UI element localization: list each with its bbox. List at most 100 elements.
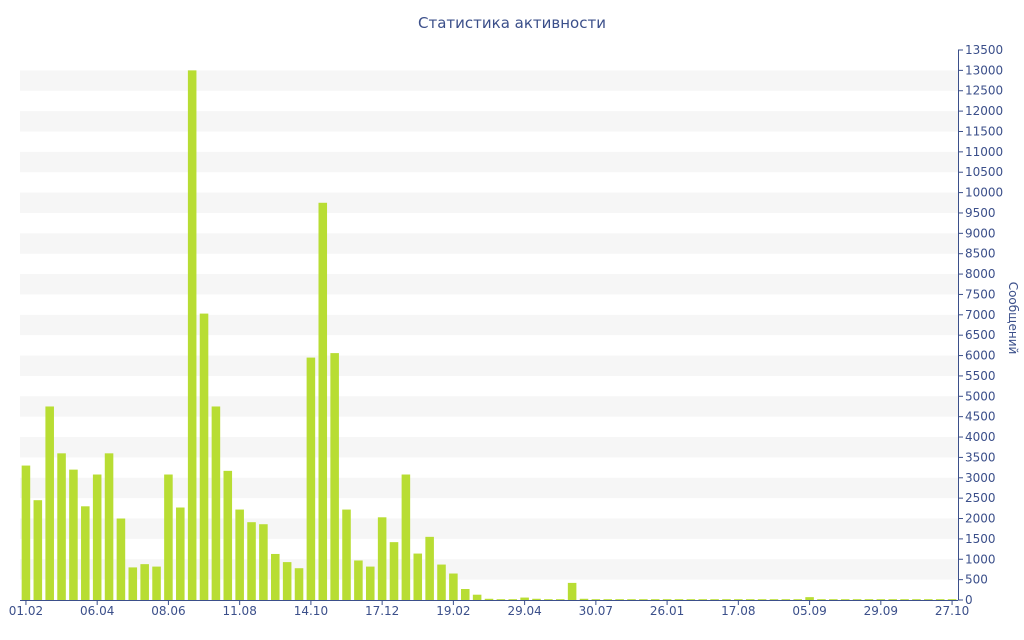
y-tick-label: 11000 <box>965 145 1003 159</box>
y-tick-label: 9500 <box>965 206 996 220</box>
bar <box>306 357 316 600</box>
y-tick-label: 9000 <box>965 226 996 240</box>
bar <box>805 597 814 600</box>
bar <box>615 599 624 600</box>
y-tick-label: 10500 <box>965 165 1003 179</box>
bar <box>864 599 874 600</box>
x-tick-label: 01.02 <box>9 604 43 618</box>
y-tick-label: 500 <box>965 573 988 587</box>
bar <box>223 470 233 600</box>
x-tick-label: 17.08 <box>721 604 755 618</box>
bar <box>544 599 553 600</box>
bar <box>745 599 755 600</box>
bar <box>437 564 446 600</box>
bar <box>674 599 684 600</box>
y-tick-label: 3500 <box>965 450 996 464</box>
y-tick-label: 7500 <box>965 287 996 301</box>
grid-band <box>20 70 958 91</box>
bar <box>876 599 886 600</box>
bar <box>852 599 862 600</box>
chart-title: Статистика активности <box>418 14 606 32</box>
bar <box>318 202 328 600</box>
y-tick-label: 0 <box>965 593 973 607</box>
y-tick-label: 12500 <box>965 84 1003 98</box>
bar <box>888 599 897 600</box>
bar <box>389 542 399 600</box>
grid-band <box>20 355 958 376</box>
bar <box>187 70 197 601</box>
grid-band <box>20 314 958 336</box>
bar <box>271 553 280 600</box>
y-tick-label: 4000 <box>965 430 996 444</box>
y-tick-label: 13000 <box>965 63 1003 77</box>
x-tick-label: 26.01 <box>650 604 684 618</box>
bar <box>686 599 696 600</box>
bar <box>354 560 363 600</box>
bar <box>401 474 411 600</box>
bar <box>152 566 161 600</box>
x-tick-label: 06.04 <box>80 604 114 618</box>
grid-band <box>20 437 958 458</box>
bar <box>116 518 126 600</box>
bar <box>330 353 339 600</box>
bar <box>140 564 149 600</box>
y-tick-label: 3000 <box>965 471 996 485</box>
grid-band <box>20 192 958 213</box>
bar <box>555 599 565 600</box>
x-tick-label: 05.09 <box>792 604 826 618</box>
x-tick-label: 08.06 <box>151 604 185 618</box>
bar <box>793 599 802 600</box>
bar <box>211 406 221 600</box>
y-tick-label: 1500 <box>965 532 996 546</box>
bar <box>413 553 423 600</box>
grid-band <box>20 274 958 295</box>
bar <box>342 509 351 600</box>
y-tick-label: 4500 <box>965 410 996 424</box>
bar <box>924 599 933 600</box>
bar <box>33 500 43 600</box>
x-tick-label: 29.04 <box>507 604 541 618</box>
bar <box>104 453 114 600</box>
bar <box>496 599 506 600</box>
bar <box>508 599 518 600</box>
y-tick-label: 6500 <box>965 328 996 342</box>
bar <box>722 599 731 600</box>
y-tick-label: 1000 <box>965 552 996 566</box>
y-tick-label: 2500 <box>965 491 996 505</box>
y-tick-label: 8500 <box>965 247 996 261</box>
bar <box>567 582 577 600</box>
x-tick-label: 29.09 <box>864 604 898 618</box>
grid-band <box>20 151 958 173</box>
y-tick-label: 8000 <box>965 267 996 281</box>
x-tick-label: 19.02 <box>436 604 470 618</box>
bar <box>817 599 826 600</box>
bar <box>282 562 292 600</box>
bar <box>164 474 173 600</box>
y-tick-label: 10000 <box>965 186 1003 200</box>
bar <box>247 522 256 600</box>
x-tick-label: 30.07 <box>579 604 613 618</box>
bar <box>45 406 54 600</box>
y-tick-label: 2000 <box>965 512 996 526</box>
bar <box>900 599 909 600</box>
bar <box>698 599 707 600</box>
bar <box>21 465 31 600</box>
y-tick-label: 7000 <box>965 308 996 322</box>
bar <box>259 524 268 600</box>
y-tick-label: 12000 <box>965 104 1003 118</box>
bar <box>603 599 613 600</box>
bar <box>781 599 791 600</box>
bar <box>365 566 375 600</box>
bar <box>591 599 601 600</box>
bar <box>235 509 244 600</box>
bar <box>829 599 838 600</box>
bar <box>377 517 387 600</box>
y-tick-label: 5500 <box>965 369 996 383</box>
grid-band <box>20 518 958 539</box>
bar <box>472 594 482 600</box>
bar <box>81 506 90 600</box>
bar <box>710 599 719 600</box>
x-tick-label: 17.12 <box>365 604 399 618</box>
grid-band <box>20 477 958 499</box>
